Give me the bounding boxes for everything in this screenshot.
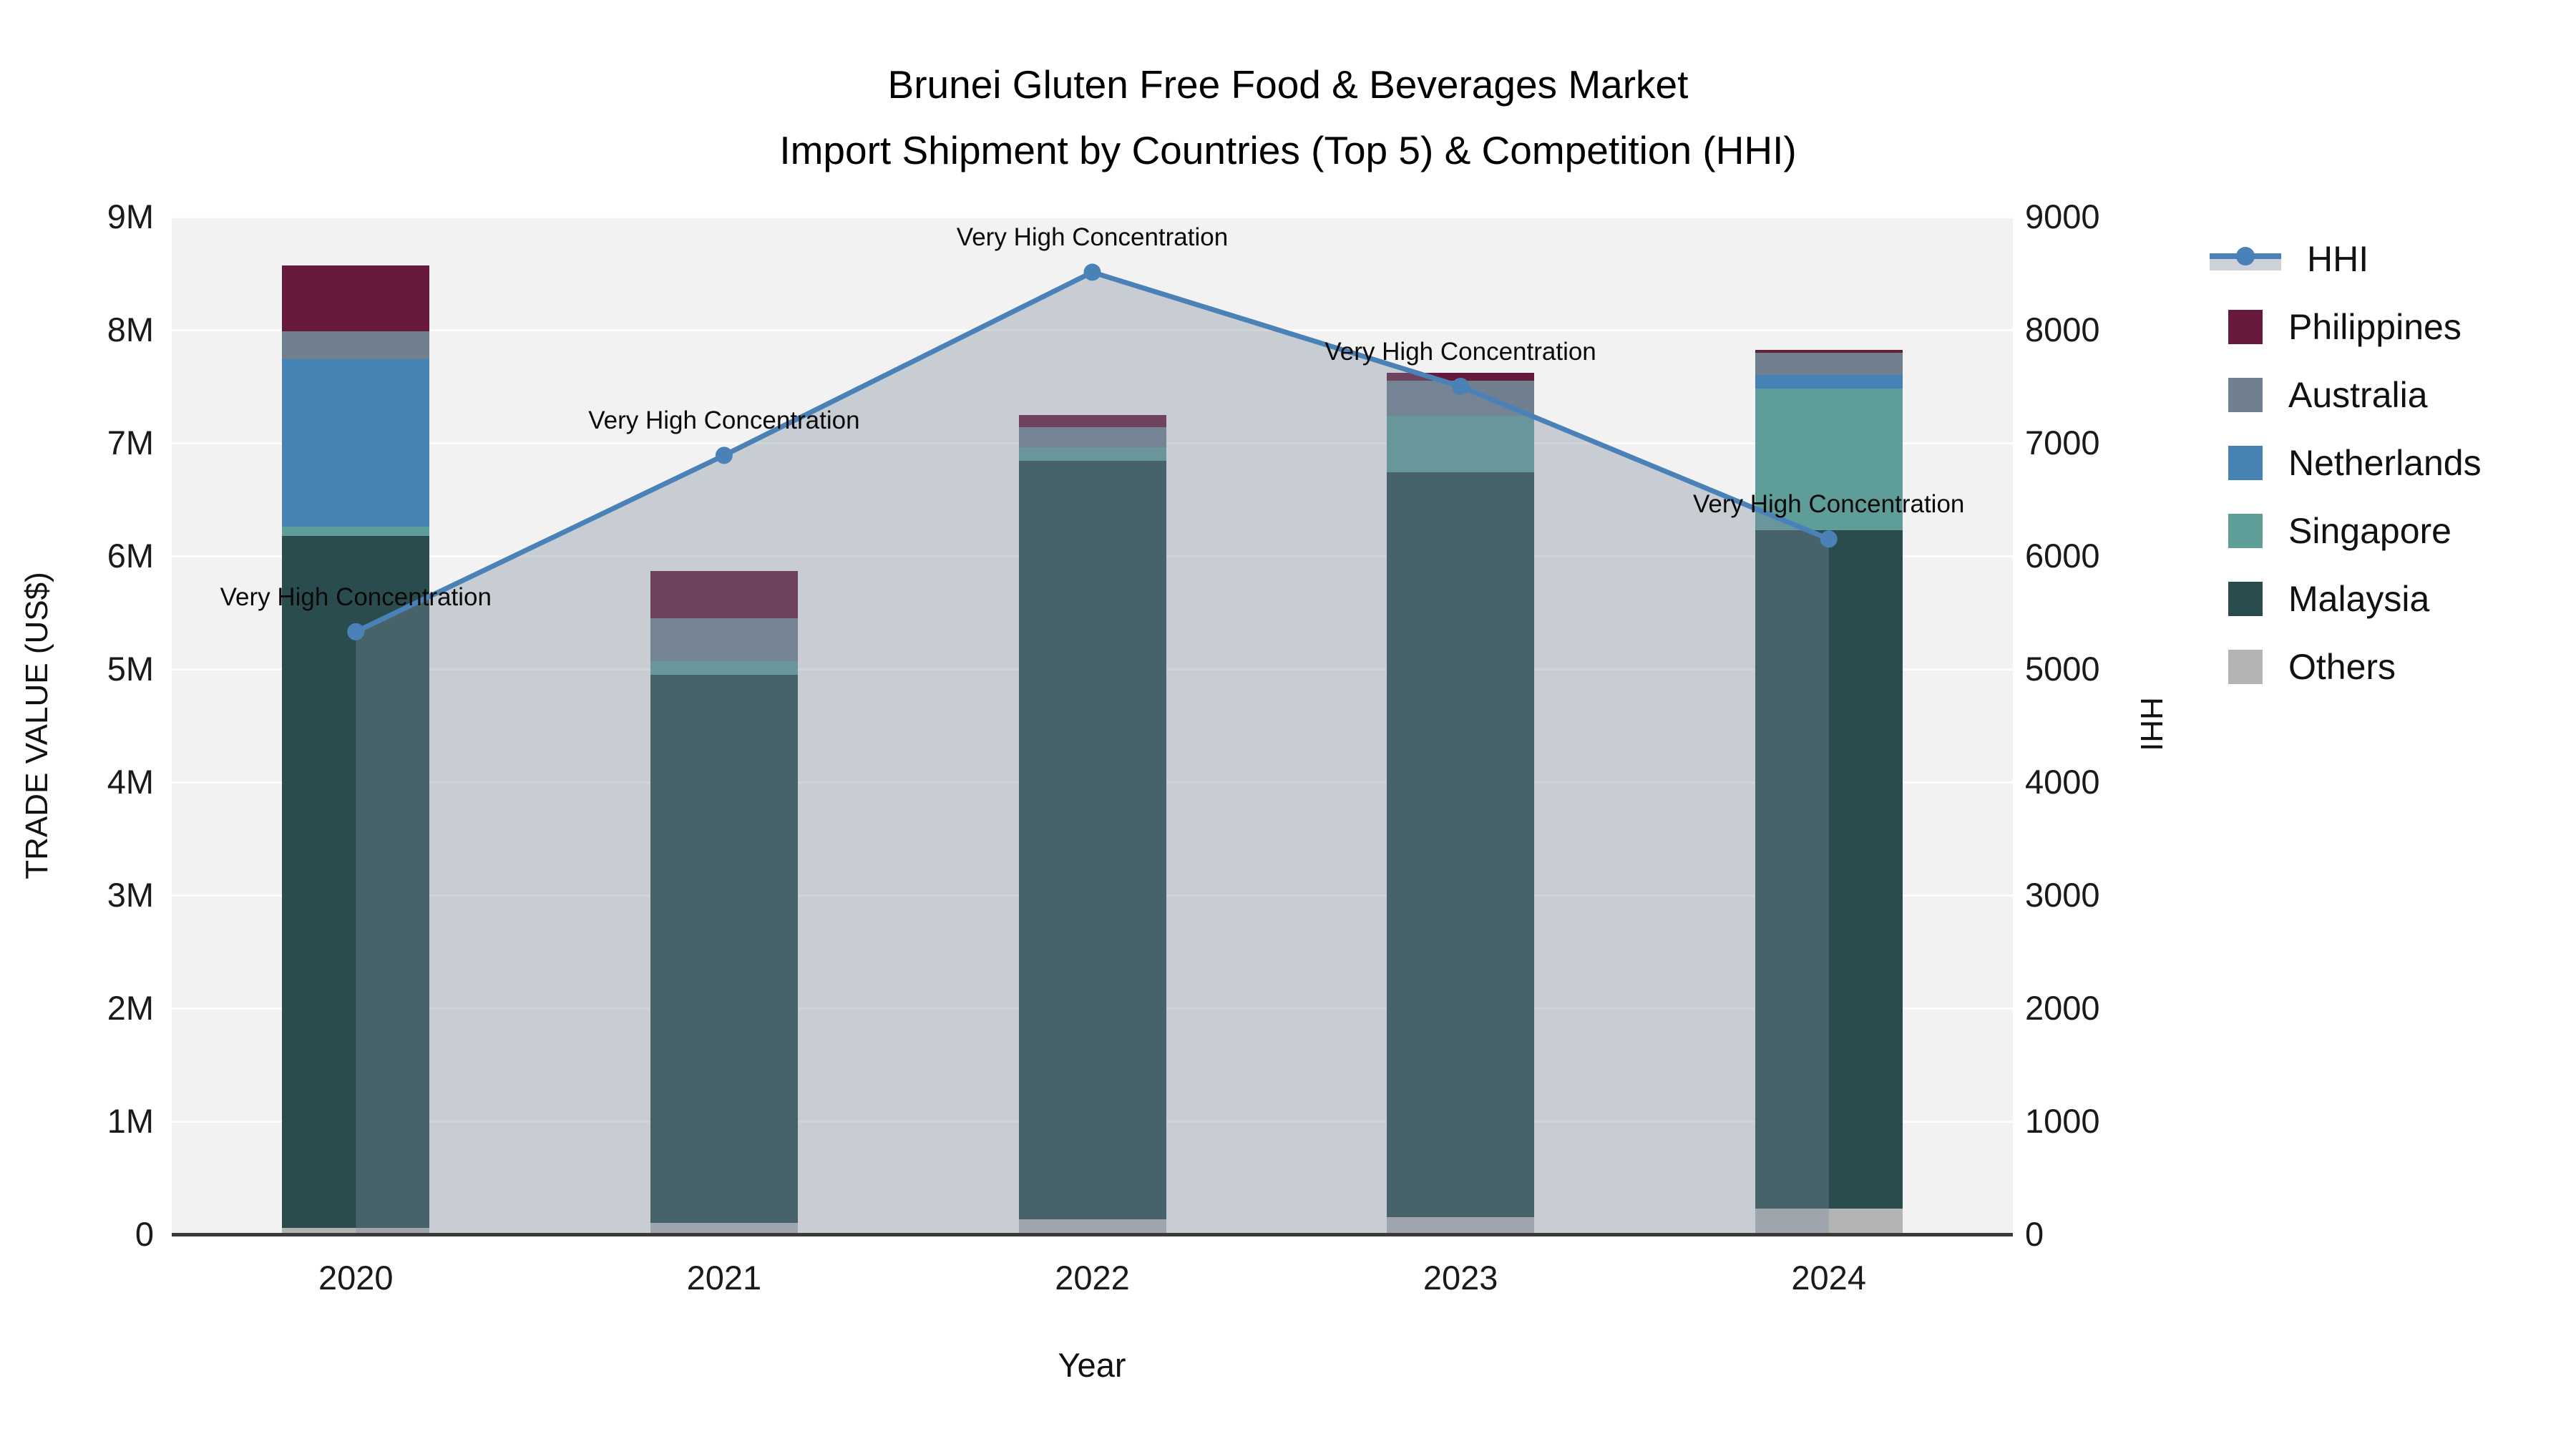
y-tick-8M: 8M: [107, 311, 154, 348]
x-tick-2021: 2021: [686, 1259, 762, 1297]
legend-swatch-singapore: [2228, 514, 2263, 548]
bar-segment-australia-2020: [282, 331, 430, 360]
hhi-legend-dot: [2236, 247, 2255, 265]
y-tick-5M: 5M: [107, 650, 154, 688]
bar-segment-philippines-2024: [1755, 350, 1903, 353]
y2-tick-2000: 2000: [2025, 989, 2100, 1027]
bar-segment-others-2024: [1755, 1208, 1903, 1234]
y2-axis-title: HHI: [2134, 697, 2169, 751]
x-axis-line: [172, 1233, 2013, 1236]
bar-segment-malaysia-2021: [650, 674, 798, 1224]
y2-tick-8000: 8000: [2025, 311, 2100, 348]
legend-label-hhi: HHI: [2307, 239, 2369, 279]
x-tick-2023: 2023: [1423, 1259, 1498, 1297]
y2-tick-9000: 9000: [2025, 197, 2100, 235]
legend-label-netherlands: Netherlands: [2288, 443, 2482, 483]
bar-segment-australia-2023: [1387, 381, 1535, 416]
y2-tick-5000: 5000: [2025, 650, 2100, 688]
bar-segment-malaysia-2023: [1387, 472, 1535, 1218]
y-tick-6M: 6M: [107, 537, 154, 575]
bar-segment-singapore-2020: [282, 526, 430, 536]
y-tick-1M: 1M: [107, 1102, 154, 1140]
legend-item-singapore[interactable]: Singapore: [2208, 508, 2451, 554]
y-tick-9M: 9M: [107, 197, 154, 235]
x-tick-2024: 2024: [1791, 1259, 1866, 1297]
annotation-2020: Very High Concentration: [220, 582, 492, 611]
legend-label-malaysia: Malaysia: [2288, 579, 2430, 619]
bar-segment-singapore-2021: [650, 660, 798, 675]
legend-swatch-australia: [2228, 378, 2263, 412]
bar-segment-philippines-2023: [1387, 373, 1535, 381]
legend-label-philippines: Philippines: [2288, 307, 2462, 347]
annotation-2024: Very High Concentration: [1692, 490, 1965, 519]
legend-item-others[interactable]: Others: [2208, 644, 2396, 690]
y2-tick-6000: 6000: [2025, 537, 2100, 575]
legend-item-hhi[interactable]: HHI: [2208, 236, 2368, 282]
bar-segment-netherlands-2020: [282, 359, 430, 527]
gridline: [172, 215, 2013, 218]
y-tick-7M: 7M: [107, 424, 154, 462]
bar-segment-singapore-2023: [1387, 416, 1535, 473]
bar-segment-australia-2024: [1755, 352, 1903, 376]
legend-item-netherlands[interactable]: Netherlands: [2208, 440, 2482, 486]
bar-segment-philippines-2022: [1018, 414, 1166, 427]
legend-label-australia: Australia: [2288, 375, 2428, 415]
bar-segment-malaysia-2022: [1018, 461, 1166, 1220]
y-tick-2M: 2M: [107, 989, 154, 1027]
bar-segment-philippines-2020: [282, 265, 430, 331]
y2-tick-4000: 4000: [2025, 763, 2100, 801]
y-axis-title: TRADE VALUE (US$): [19, 572, 54, 879]
legend-item-australia[interactable]: Australia: [2208, 372, 2428, 418]
legend-swatch-netherlands: [2228, 446, 2263, 480]
y2-tick-1000: 1000: [2025, 1102, 2100, 1140]
gridline: [172, 328, 2013, 331]
legend-label-others: Others: [2288, 647, 2396, 687]
x-axis-title: Year: [1058, 1346, 1126, 1384]
bar-segment-others-2022: [1018, 1219, 1166, 1234]
legend-swatch-malaysia: [2228, 582, 2263, 616]
bar-segment-malaysia-2024: [1755, 530, 1903, 1209]
chart-title-line1: Brunei Gluten Free Food & Beverages Mark…: [887, 62, 1689, 107]
y2-tick-0: 0: [2025, 1215, 2044, 1253]
y-tick-0: 0: [135, 1215, 154, 1253]
bar-segment-singapore-2022: [1018, 447, 1166, 462]
x-tick-2022: 2022: [1055, 1259, 1130, 1297]
bar-segment-netherlands-2024: [1755, 375, 1903, 389]
hhi-legend-symbol-icon: [2210, 245, 2281, 273]
legend-label-singapore: Singapore: [2288, 511, 2451, 551]
chart-title-line2: Import Shipment by Countries (Top 5) & C…: [779, 128, 1797, 172]
legend-item-malaysia[interactable]: Malaysia: [2208, 576, 2429, 622]
x-tick-2020: 2020: [318, 1259, 394, 1297]
y2-tick-3000: 3000: [2025, 876, 2100, 914]
bar-segment-australia-2021: [650, 618, 798, 661]
annotation-2022: Very High Concentration: [956, 223, 1229, 252]
bar-segment-others-2020: [282, 1227, 430, 1234]
y-tick-3M: 3M: [107, 876, 154, 914]
bar-segment-others-2021: [650, 1223, 798, 1234]
chart-title: Brunei Gluten Free Food & Beverages Mark…: [0, 52, 2576, 183]
legend-swatch-philippines: [2228, 310, 2263, 344]
bar-segment-philippines-2021: [650, 570, 798, 618]
bar-segment-others-2023: [1387, 1217, 1535, 1234]
annotation-2023: Very High Concentration: [1324, 338, 1596, 366]
legend-item-philippines[interactable]: Philippines: [2208, 304, 2462, 350]
legend-swatch-others: [2228, 650, 2263, 684]
y2-tick-7000: 7000: [2025, 424, 2100, 462]
bar-segment-australia-2022: [1018, 426, 1166, 448]
bar-segment-malaysia-2020: [282, 535, 430, 1228]
y-tick-4M: 4M: [107, 763, 154, 801]
annotation-2021: Very High Concentration: [588, 406, 860, 435]
